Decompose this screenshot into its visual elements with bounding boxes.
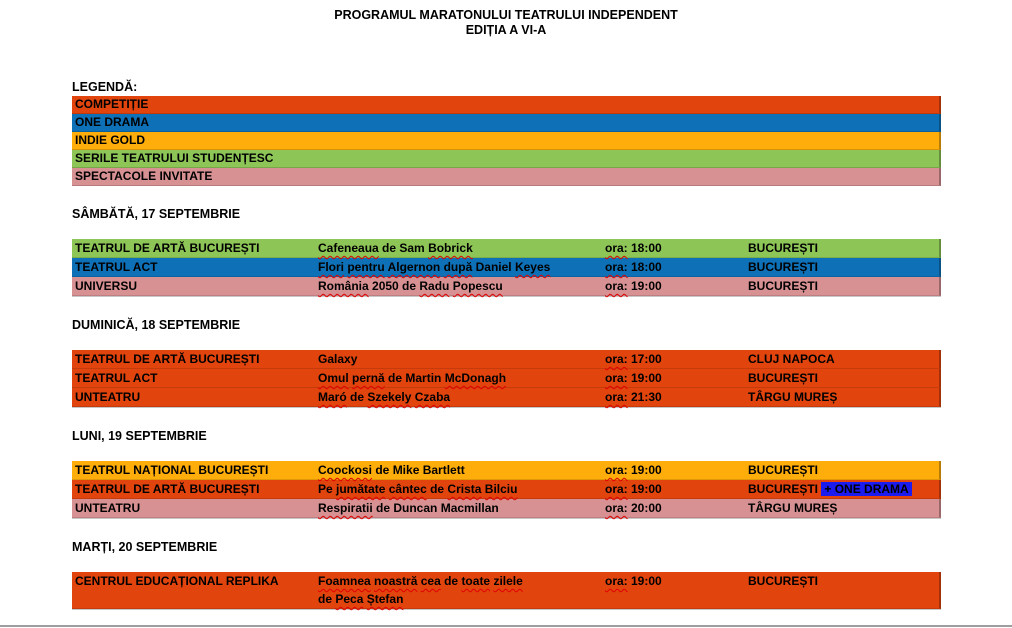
city-label: TÂRGU MUREȘ [748,390,838,404]
city-label: BUCUREȘTI [748,241,819,255]
cell-theater: CENTRUL EDUCAȚIONAL REPLIKA [75,574,279,588]
cell-show: Maró de Szekely Czaba [318,390,451,404]
one-drama-tag: + ONE DRAMA [821,482,912,496]
legend-item-label: COMPETIȚIE [75,97,149,111]
legend-item-label: ONE DRAMA [75,115,149,129]
city-label: CLUJ NAPOCA [748,352,835,366]
cell-theater: TEATRUL NAȚIONAL BUCUREȘTI [75,463,269,477]
table-row: TEATRUL ACT Flori pentru Algernon după D… [72,258,941,277]
day-heading-duminica: DUMINICĂ, 18 SEPTEMBRIE [72,318,241,332]
table-row: TEATRUL DE ARTĂ BUCUREȘTI Cafeneaua de S… [72,239,941,258]
schedule-table-luni: TEATRUL NAȚIONAL BUCUREȘTI Coockosi de M… [72,461,941,519]
table-row: UNTEATRU Respiratii de Duncan Macmillan … [72,499,941,518]
cell-show: Coockosi de Mike Bartlett [318,463,465,477]
doc-title-line1: PROGRAMUL MARATONULUI TEATRULUI INDEPEND… [334,8,678,22]
document-body: LEGENDĂ: COMPETIȚIE ONE DRAMA INDIE GOLD… [72,78,941,610]
cell-city: BUCUREȘTI [745,277,939,295]
cell-theater: UNTEATRU [75,390,141,404]
legend-item-label: SERILE TEATRULUI STUDENȚESC [75,151,274,165]
cell-city: BUCUREȘTI [745,258,939,276]
cell-city: BUCUREȘTI [745,572,939,608]
cell-time: ora: 18:00 [605,241,662,255]
cell-theater: UNTEATRU [75,501,141,515]
legend: COMPETIȚIE ONE DRAMA INDIE GOLD SERILE T… [72,96,941,186]
cell-theater: TEATRUL DE ARTĂ BUCUREȘTI [75,241,260,255]
table-row: CENTRUL EDUCAȚIONAL REPLIKA Foamnea noas… [72,572,941,609]
cell-theater: TEATRUL ACT [75,371,158,385]
cell-show: Omul pernă de Martin McDonagh [318,371,507,385]
cell-show: Foamnea noastră cea de toate zilele de P… [315,572,602,608]
table-row: UNTEATRU Maró de Szekely Czaba ora: 21:3… [72,388,941,407]
cell-show: Pe jumătate cântec de Crista Bilciu [318,482,518,496]
legend-item-label: SPECTACOLE INVITATE [75,169,213,183]
legend-item-serile-studentesc: SERILE TEATRULUI STUDENȚESC [72,150,941,168]
legend-item-spectacole-invitate: SPECTACOLE INVITATE [72,168,941,186]
table-row: TEATRUL ACT Omul pernă de Martin McDonag… [72,369,941,388]
cell-city: BUCUREȘTI + ONE DRAMA [745,480,939,498]
cell-show: Respiratii de Duncan Macmillan [318,501,499,515]
cell-city: CLUJ NAPOCA [745,350,939,368]
day-heading-marti: MARȚI, 20 SEPTEMBRIE [72,540,218,554]
cell-time: ora: 20:00 [605,501,662,515]
cell-time: ora: 18:00 [605,260,662,274]
cell-theater: TEATRUL DE ARTĂ BUCUREȘTI [75,482,260,496]
cell-time: ora: 19:00 [605,482,662,496]
table-row: TEATRUL DE ARTĂ BUCUREȘTI Pe jumătate câ… [72,480,941,499]
show-title-line2: de Peca Ștefan [318,592,404,606]
doc-title-line2: EDIȚIA A VI-A [465,23,547,37]
schedule-table-marti: CENTRUL EDUCAȚIONAL REPLIKA Foamnea noas… [72,572,941,610]
cell-theater: TEATRUL ACT [75,260,158,274]
schedule-table-duminica: TEATRUL DE ARTĂ BUCUREȘTI Galaxy ora: 17… [72,350,941,408]
cell-city: BUCUREȘTI [745,461,939,479]
cell-show: Flori pentru Algernon după Daniel Keyes [318,260,551,274]
city-label: BUCUREȘTI [748,260,819,274]
legend-item-competitie: COMPETIȚIE [72,96,941,114]
day-heading-luni: LUNI, 19 SEPTEMBRIE [72,429,207,443]
cell-city: BUCUREȘTI [745,369,939,387]
doc-title: PROGRAMUL MARATONULUI TEATRULUI INDEPEND… [0,0,1012,38]
city-label: BUCUREȘTI [748,371,819,385]
cell-city: BUCUREȘTI [745,239,939,257]
cell-theater: UNIVERSU [75,279,138,293]
page-bottom-rule [0,625,1012,627]
cell-city: TÂRGU MUREȘ [745,388,939,406]
cell-time: ora: 19:00 [605,371,662,385]
city-label: TÂRGU MUREȘ [748,501,838,515]
legend-item-one-drama: ONE DRAMA [72,114,941,132]
cell-show: Cafeneaua de Sam Bobrick [318,241,473,255]
city-label: BUCUREȘTI [748,574,819,588]
schedule-table-sambata: TEATRUL DE ARTĂ BUCUREȘTI Cafeneaua de S… [72,239,941,297]
show-title-line1: Foamnea noastră cea de toate zilele [318,574,523,588]
table-row: UNIVERSU România 2050 de Radu Popescu or… [72,277,941,296]
cell-show: România 2050 de Radu Popescu [318,279,503,293]
legend-label: LEGENDĂ: [72,80,138,94]
legend-item-indie-gold: INDIE GOLD [72,132,941,150]
legend-item-label: INDIE GOLD [75,133,146,147]
city-label: BUCUREȘTI [748,279,819,293]
city-label: BUCUREȘTI [748,482,819,496]
cell-time: ora: 19:00 [605,574,662,588]
cell-time: ora: 19:00 [605,279,662,293]
cell-show: Galaxy [318,352,358,366]
city-label: BUCUREȘTI [748,463,819,477]
day-heading-sambata: SÂMBĂTĂ, 17 SEPTEMBRIE [72,207,241,221]
table-row: TEATRUL NAȚIONAL BUCUREȘTI Coockosi de M… [72,461,941,480]
cell-time: ora: 19:00 [605,463,662,477]
cell-time: ora: 21:30 [605,390,662,404]
cell-time: ora: 17:00 [605,352,662,366]
cell-city: TÂRGU MUREȘ [745,499,939,517]
table-row: TEATRUL DE ARTĂ BUCUREȘTI Galaxy ora: 17… [72,350,941,369]
cell-theater: TEATRUL DE ARTĂ BUCUREȘTI [75,352,260,366]
